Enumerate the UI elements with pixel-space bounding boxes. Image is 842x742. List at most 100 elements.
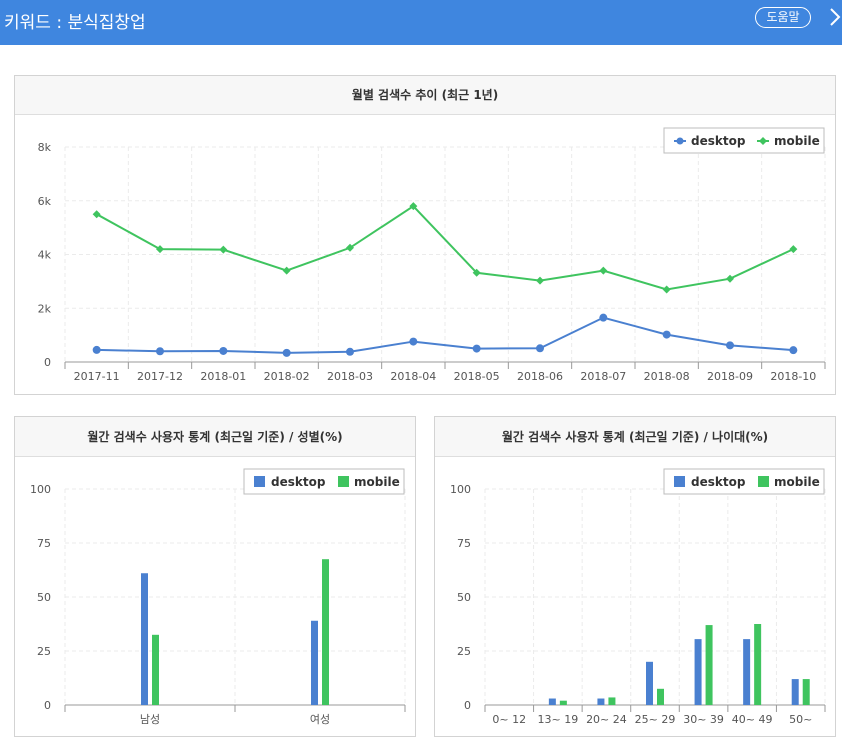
help-button[interactable]: 도움말	[755, 7, 811, 28]
x-tick-label: 25~ 29	[635, 713, 676, 726]
x-tick-label: 30~ 39	[683, 713, 724, 726]
y-tick-label: 8k	[38, 141, 52, 154]
desktop-bar	[791, 679, 799, 705]
x-tick-label: 0~ 12	[492, 713, 526, 726]
mobile-series-line	[96, 204, 794, 291]
y-tick-label: 0	[44, 699, 51, 712]
desktop-bar	[548, 698, 556, 705]
y-tick-label: 25	[37, 645, 51, 658]
monthly-trend-chart: 0 2k 4k 6k 8k 2017-11 2017-12 2018-01 2018-02 201…	[38, 127, 826, 383]
x-tick-label: 2018-10	[770, 370, 816, 383]
desktop-bar	[141, 573, 148, 705]
mobile-data-point	[409, 202, 418, 211]
page-header: 키워드 : 분식집창업 도움말	[0, 0, 842, 45]
desktop-series-line	[96, 316, 794, 354]
desktop-bar	[743, 639, 751, 705]
mobile-data-point	[92, 210, 101, 219]
mobile-bar	[559, 700, 567, 705]
mobile-data-point	[789, 245, 798, 254]
x-tick-label: 20~ 24	[586, 713, 627, 726]
x-tick-label: 2018-06	[517, 370, 563, 383]
legend-box	[663, 468, 825, 495]
age-stats-title: 월간 검색수 사용자 통계 (최근일 기준) / 나이대(%)	[435, 417, 835, 457]
desktop-data-point	[789, 346, 798, 355]
legend-mobile-marker	[759, 137, 767, 145]
legend-desktop-label: desktop	[691, 134, 746, 148]
gender-stats-chart: 0 25 50 75 100 남성 여성 desktop mobile	[30, 468, 406, 726]
x-tick-label: 여성	[310, 713, 330, 726]
mobile-bar	[152, 634, 159, 705]
mobile-data-point	[156, 245, 164, 254]
mobile-data-point	[219, 245, 228, 254]
desktop-bar	[597, 698, 605, 705]
x-tick-label: 2018-09	[707, 370, 753, 383]
mobile-data-point	[346, 243, 354, 252]
mobile-bar	[322, 559, 329, 705]
mobile-data-point	[599, 266, 608, 275]
legend-mobile-swatch	[758, 476, 769, 487]
y-tick-label: 100	[450, 483, 471, 496]
x-tick-label: 40~ 49	[732, 713, 773, 726]
x-tick-label: 50~	[789, 713, 812, 726]
y-tick-label: 6k	[38, 195, 52, 208]
desktop-data-point	[92, 345, 101, 354]
x-tick-label: 2017-11	[74, 370, 120, 383]
age-stats-chart: 0 25 50 75 100 0~ 12 13~ 19 20~ 24 25~ 29 30~ 39 4…	[450, 468, 826, 726]
desktop-data-point	[282, 348, 291, 357]
desktop-data-point	[662, 330, 671, 339]
y-tick-label: 100	[30, 483, 51, 496]
legend-desktop-marker	[676, 137, 684, 145]
desktop-data-point	[409, 337, 418, 346]
y-tick-label: 25	[457, 645, 471, 658]
legend-mobile-label: mobile	[774, 134, 820, 148]
mobile-bar	[705, 625, 713, 705]
close-icon[interactable]	[826, 4, 842, 30]
desktop-data-point	[726, 341, 734, 350]
x-tick-label: 2018-02	[264, 370, 310, 383]
y-tick-label: 75	[457, 537, 471, 550]
y-tick-label: 75	[37, 537, 51, 550]
x-tick-label: 2018-07	[580, 370, 626, 383]
legend-mobile-swatch	[338, 476, 349, 487]
y-tick-label: 0	[44, 356, 51, 369]
desktop-data-point	[219, 346, 228, 355]
x-tick-label: 13~ 19	[537, 713, 578, 726]
age-stats-panel: 월간 검색수 사용자 통계 (최근일 기준) / 나이대(%) 0 25 50 75 1…	[434, 416, 836, 737]
mobile-data-point	[472, 268, 481, 277]
x-tick-label: 2018-08	[644, 370, 690, 383]
mobile-data-point	[282, 266, 291, 275]
mobile-bar	[608, 697, 616, 705]
mobile-data-point	[536, 276, 544, 285]
y-tick-label: 50	[37, 591, 51, 604]
mobile-data-point	[662, 285, 671, 294]
monthly-trend-title: 월별 검색수 추이 (최근 1년)	[15, 76, 835, 115]
desktop-bar	[646, 661, 653, 705]
x-tick-label: 2018-05	[454, 370, 500, 383]
y-tick-label: 0	[464, 699, 471, 712]
legend-mobile-label: mobile	[774, 475, 820, 489]
mobile-bar	[802, 679, 810, 705]
x-tick-label: 2017-12	[137, 370, 183, 383]
gender-stats-panel: 월간 검색수 사용자 통계 (최근일 기준) / 성별(%) 0 25 50 75 10…	[14, 416, 416, 737]
legend-mobile-label: mobile	[354, 475, 400, 489]
legend-desktop-swatch	[254, 476, 265, 487]
x-tick-label: 2018-03	[327, 370, 373, 383]
legend-desktop-label: desktop	[691, 475, 746, 489]
desktop-bar	[694, 639, 702, 705]
desktop-data-point	[599, 313, 608, 322]
desktop-data-point	[472, 344, 481, 353]
y-tick-label: 4k	[38, 249, 52, 262]
x-tick-label: 2018-04	[390, 370, 436, 383]
x-tick-label: 남성	[140, 713, 160, 726]
legend-desktop-swatch	[674, 476, 685, 487]
desktop-data-point	[156, 347, 164, 356]
y-tick-label: 2k	[38, 302, 52, 315]
x-tick-label: 2018-01	[200, 370, 246, 383]
legend-desktop-label: desktop	[271, 475, 326, 489]
mobile-bar	[754, 624, 762, 705]
legend-box	[663, 127, 825, 154]
page-title: 키워드 : 분식집창업	[4, 13, 146, 33]
legend-box	[243, 468, 405, 495]
gender-stats-title: 월간 검색수 사용자 통계 (최근일 기준) / 성별(%)	[15, 417, 415, 457]
desktop-data-point	[346, 347, 354, 356]
